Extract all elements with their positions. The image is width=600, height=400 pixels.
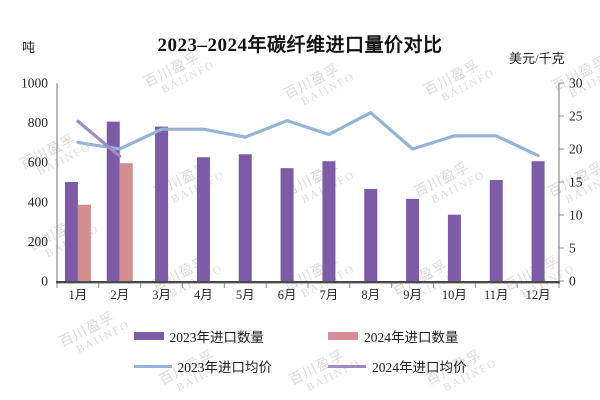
legend-item-2024-volume: 2024年进口数量 — [328, 326, 467, 346]
axis-tick-label: 400 — [28, 194, 49, 209]
axis-tick-label: 1月 — [69, 288, 88, 302]
bar-2023年进口数量 — [155, 126, 169, 281]
axis-tick-label: 10月 — [442, 288, 467, 302]
line-swatch-2024 — [328, 364, 366, 368]
bar-2024年进口数量 — [119, 163, 133, 281]
axis-tick-label: 12月 — [526, 288, 551, 302]
axis-tick-label: 2月 — [110, 288, 129, 302]
axis-tick-label: 11月 — [484, 288, 509, 302]
axis-tick-label: 1000 — [21, 76, 48, 91]
axis-tick-label: 800 — [28, 115, 49, 130]
bar-2023年进口数量 — [364, 188, 378, 281]
axis-tick-label: 4月 — [194, 288, 213, 302]
axis-tick-label: 8月 — [361, 288, 380, 302]
axis-tick-label: 30 — [569, 76, 583, 91]
left-axis-ticks: 0 200 400 600 800 1000 — [21, 76, 48, 289]
axis-tick-label: 0 — [569, 274, 576, 289]
bar-2023年进口数量 — [531, 161, 545, 281]
bar-swatch-2023 — [133, 332, 164, 340]
axis-tick-label: 9月 — [403, 288, 422, 302]
line-swatch-2023 — [133, 364, 172, 368]
legend-item-2023-volume: 2023年进口数量 — [133, 326, 273, 346]
right-axis-ticks: 0 5 10 15 20 25 30 — [559, 76, 583, 289]
axis-tick-label: 600 — [28, 155, 49, 170]
bar-2023年进口数量 — [322, 161, 336, 281]
legend-item-2023-price: 2023年进口均价 — [133, 356, 273, 376]
bar-2023年进口数量 — [106, 121, 120, 281]
bar-2023年进口数量 — [280, 168, 294, 281]
line-2023年进口均价 — [76, 111, 540, 158]
chart-title: 2023–2024年碳纤维进口量价对比 — [157, 35, 443, 56]
axis-tick-label: 200 — [28, 234, 49, 249]
chart-legend: 2023年进口数量 2024年进口数量 2023年进口均价 2024年进口均价 — [0, 326, 600, 376]
legend-label: 2024年进口均价 — [372, 360, 467, 375]
line-2024年进口均价 — [76, 119, 122, 158]
legend-label: 2023年进口数量 — [169, 330, 265, 345]
bar-2023年进口数量 — [196, 157, 210, 281]
axis-tick-label: 0 — [41, 274, 48, 289]
bar-2023年进口数量 — [406, 198, 420, 281]
bars — [64, 121, 545, 281]
axis-tick-label: 5 — [569, 241, 576, 256]
left-axis-unit-label: 吨 — [22, 40, 36, 55]
bar-2024年进口数量 — [77, 204, 91, 281]
bar-swatch-2024 — [328, 332, 358, 340]
bar-2023年进口数量 — [447, 214, 461, 281]
axis-tick-label: 7月 — [320, 288, 339, 302]
axis-tick-label: 20 — [569, 142, 583, 157]
legend-item-2024-price: 2024年进口均价 — [328, 356, 467, 376]
axis-tick-label: 6月 — [278, 288, 297, 302]
legend-label: 2023年进口均价 — [177, 360, 273, 375]
axis-tick-label: 15 — [569, 175, 583, 190]
bar-2023年进口数量 — [238, 154, 252, 281]
axis-tick-label: 10 — [569, 208, 583, 223]
legend-label: 2024年进口数量 — [364, 330, 459, 345]
axis-tick-label: 5月 — [236, 288, 255, 302]
bar-2023年进口数量 — [489, 180, 503, 281]
x-axis-ticks: 1月 2月 3月 4月 5月 6月 7月 8月 9月 10月 11月 12月 — [56, 283, 560, 302]
right-axis-unit-label: 美元/千克 — [509, 51, 565, 66]
axis-tick-label: 3月 — [152, 288, 171, 302]
axis-tick-label: 25 — [569, 109, 583, 124]
bar-2023年进口数量 — [64, 182, 78, 281]
